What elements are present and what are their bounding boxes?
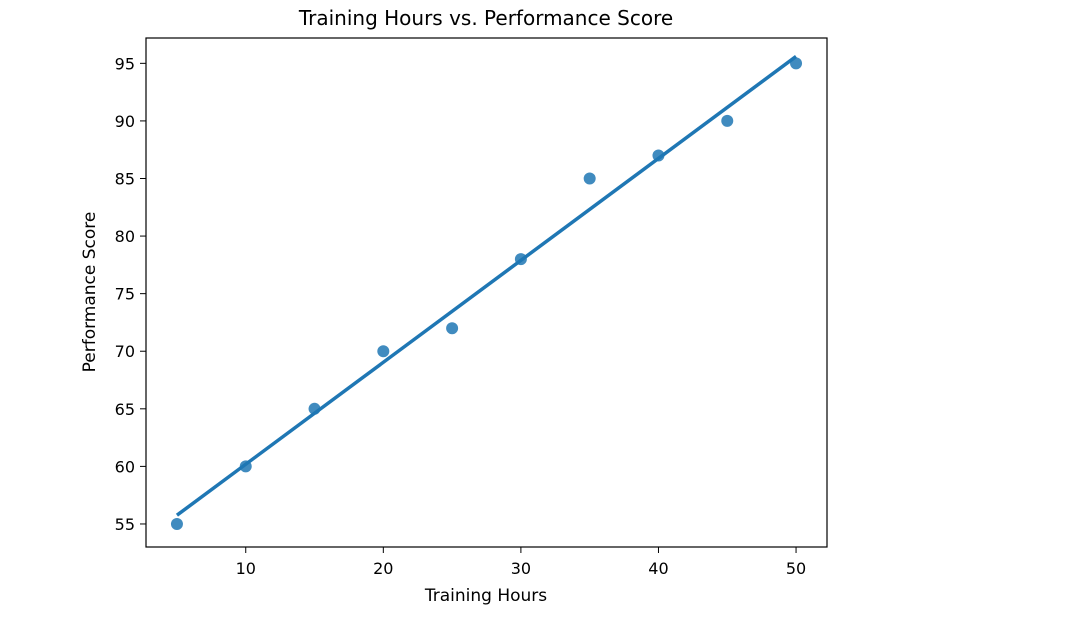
x-tick-label: 40: [648, 559, 668, 578]
y-tick-label: 85: [115, 169, 135, 188]
x-tick-label: 20: [373, 559, 393, 578]
data-point: [308, 402, 321, 415]
y-tick-label: 75: [115, 285, 135, 304]
x-axis-label: Training Hours: [424, 586, 547, 606]
data-point: [790, 57, 803, 70]
data-point: [239, 460, 252, 473]
y-axis-label: Performance Score: [80, 212, 100, 373]
data-layer: [170, 55, 803, 530]
x-tick-label: 50: [786, 559, 806, 578]
plot-area-frame: [145, 37, 828, 548]
data-point: [652, 149, 665, 162]
y-tick-label: 70: [115, 342, 135, 361]
data-point: [377, 345, 390, 358]
y-tick-label: 60: [115, 457, 135, 476]
y-tick-label: 90: [115, 112, 135, 131]
data-point: [446, 322, 459, 335]
chart-title: Training Hours vs. Performance Score: [298, 6, 673, 30]
y-tick-label: 65: [115, 400, 135, 419]
ticks-layer: 10 20 30 40 50 55 60 65 70 75 80 85 90 95: [115, 54, 807, 578]
y-tick-label: 80: [115, 227, 135, 246]
data-point: [170, 517, 183, 530]
x-tick-label: 30: [511, 559, 531, 578]
trend-line: [175, 55, 798, 517]
y-tick-label: 95: [115, 54, 135, 73]
data-point: [583, 172, 596, 185]
y-tick-label: 55: [115, 515, 135, 534]
data-point: [514, 253, 527, 266]
x-tick-label: 10: [236, 559, 256, 578]
data-point: [721, 114, 734, 127]
